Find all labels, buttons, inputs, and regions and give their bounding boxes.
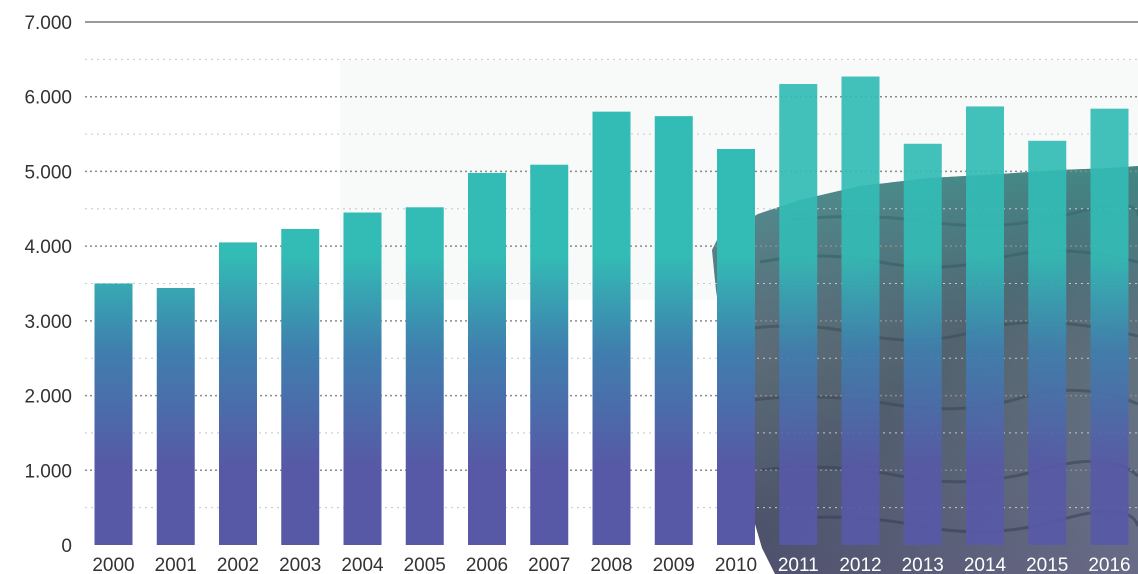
bar-2014	[966, 106, 1004, 546]
x-tick-label: 2003	[279, 555, 321, 574]
bar-2009	[654, 116, 693, 545]
y-axis-ticks: 0 1.000 2.000 3.000 4.000 5.000 6.000 7.000	[24, 13, 72, 557]
y-tick-label: 1.000	[24, 461, 72, 482]
x-tick-label: 2013	[902, 555, 944, 574]
x-tick-label: 2010	[715, 555, 757, 574]
bar-2011	[779, 84, 818, 546]
x-tick-label: 2007	[528, 555, 570, 574]
y-tick-label: 0	[61, 536, 72, 557]
y-tick-label: 7.000	[24, 13, 72, 34]
y-tick-label: 2.000	[24, 387, 72, 408]
bar-2010	[717, 149, 755, 545]
bars	[94, 76, 1129, 546]
bar-2013	[903, 143, 942, 545]
bar-2004	[343, 212, 382, 545]
x-axis-ticks: 2000 2001 2002 2003 2004 2005 2006 2007 2008 2009…	[92, 555, 1130, 574]
bar-2012	[841, 76, 880, 545]
bar-2001	[156, 287, 195, 545]
x-tick-label: 2009	[653, 555, 695, 574]
x-tick-label: 2014	[964, 555, 1007, 574]
bar-2015	[1028, 140, 1067, 545]
bar-2006	[468, 172, 506, 545]
bar-2005	[405, 207, 444, 545]
x-tick-label: 2004	[341, 555, 384, 574]
bar-2007	[530, 164, 569, 545]
y-tick-label: 6.000	[24, 88, 72, 109]
x-tick-label: 2002	[217, 555, 259, 574]
x-tick-label: 2000	[92, 555, 134, 574]
x-tick-label: 2005	[404, 555, 446, 574]
y-tick-label: 3.000	[24, 312, 72, 333]
bar-2008	[592, 111, 631, 546]
x-tick-label: 2011	[778, 555, 819, 574]
x-tick-label: 2012	[839, 555, 881, 574]
x-tick-label: 2001	[155, 555, 197, 574]
y-tick-label: 4.000	[24, 237, 72, 258]
x-tick-label: 2006	[466, 555, 508, 574]
bar-2002	[219, 242, 257, 545]
x-tick-label: 2016	[1088, 555, 1130, 574]
x-tick-label: 2008	[590, 555, 632, 574]
y-tick-label: 5.000	[24, 162, 72, 183]
x-tick-label: 2015	[1026, 555, 1068, 574]
bar-2016	[1090, 108, 1129, 545]
bar-2000	[94, 283, 133, 545]
bar-2003	[281, 228, 320, 546]
